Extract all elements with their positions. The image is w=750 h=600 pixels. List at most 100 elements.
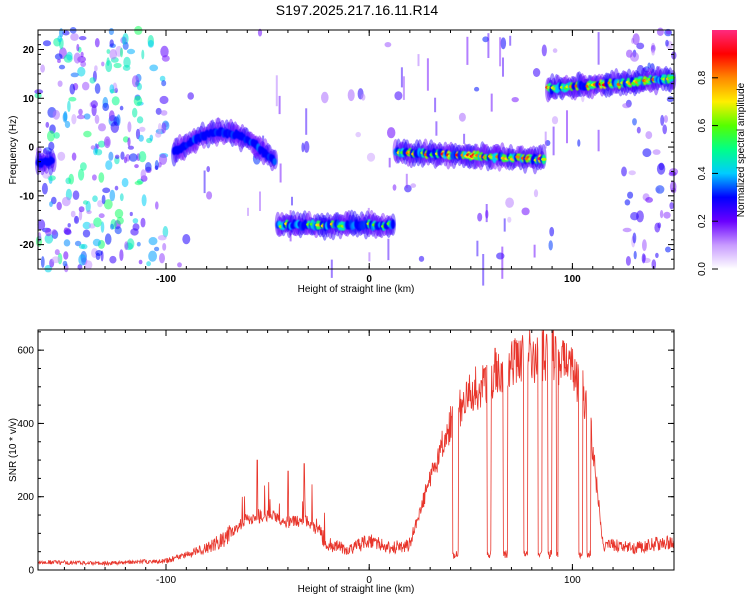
noise-blob — [134, 180, 143, 186]
noise-blob — [121, 36, 126, 45]
noise-blob — [45, 121, 50, 128]
noise-blob — [100, 221, 105, 233]
noise-blob — [42, 40, 52, 47]
noise-blob — [160, 45, 169, 58]
noise-blob — [69, 83, 76, 95]
noise-blob — [157, 123, 162, 133]
noise-blob — [67, 100, 71, 113]
spectral-track — [392, 138, 547, 175]
noise-streak — [485, 204, 488, 223]
noise-streak — [597, 32, 600, 65]
noise-blob — [507, 216, 512, 223]
noise-blob — [123, 56, 131, 68]
spectrogram-tracks — [35, 65, 677, 241]
noise-blob — [98, 213, 105, 219]
noise-blob — [83, 113, 91, 120]
noise-blob — [665, 246, 671, 253]
noise-blob — [54, 249, 60, 256]
noise-blob — [301, 142, 305, 153]
noise-blob — [660, 114, 665, 126]
noise-blob — [40, 64, 45, 73]
noise-blob — [155, 107, 162, 115]
noise-blob — [645, 131, 653, 140]
noise-blob — [53, 132, 60, 139]
noise-blob — [155, 132, 162, 138]
noise-blob — [583, 78, 588, 83]
snr-x-label: Height of straight line (km) — [298, 584, 415, 595]
noise-blob — [94, 114, 100, 125]
noise-blob — [98, 123, 106, 132]
noise-blob — [187, 92, 194, 100]
noise-blob — [64, 229, 72, 236]
noise-blob — [76, 114, 85, 120]
noise-blob — [533, 189, 539, 198]
noise-streak — [279, 163, 282, 183]
noise-blob — [82, 229, 91, 238]
y-tick-label: 400 — [17, 419, 34, 430]
noise-blob — [162, 243, 167, 251]
noise-blob — [149, 134, 154, 141]
noise-blob — [551, 116, 559, 125]
noise-blob — [154, 246, 160, 252]
noise-blob — [654, 222, 661, 233]
noise-blob — [128, 153, 138, 162]
noise-blob — [642, 148, 652, 158]
noise-blob — [97, 140, 106, 148]
noise-blob — [394, 91, 403, 101]
noise-blob — [109, 49, 117, 60]
noise-streak — [387, 238, 390, 261]
noise-blob — [90, 145, 96, 150]
noise-streak — [487, 33, 490, 58]
noise-blob — [109, 189, 116, 202]
x-tick-label: 0 — [366, 575, 372, 586]
noise-blob — [303, 141, 310, 153]
noise-blob — [355, 131, 362, 138]
x-tick-label: 0 — [366, 274, 372, 285]
noise-blob — [64, 120, 71, 129]
noise-blob — [651, 259, 657, 270]
snr-ticks: -100 0 100 0 200 400 600 — [17, 330, 675, 586]
noise-blob — [110, 223, 114, 230]
noise-blob — [104, 233, 112, 245]
noise-streak — [502, 57, 504, 77]
snr-frame — [37, 329, 675, 571]
noise-blob — [132, 107, 138, 118]
x-tick-label: 100 — [564, 575, 581, 586]
spectrogram-background — [38, 30, 674, 269]
noise-blob — [116, 114, 121, 126]
noise-blob — [95, 149, 103, 156]
noise-blob — [214, 117, 222, 125]
noise-blob — [477, 212, 483, 222]
noise-blob — [63, 111, 68, 122]
noise-blob — [636, 210, 644, 223]
noise-blob — [155, 201, 159, 210]
noise-blob — [621, 166, 627, 177]
noise-blob — [54, 53, 63, 60]
y-tick-label: -20 — [20, 240, 35, 251]
colorbar-tick-label: 0.2 — [697, 214, 708, 228]
spectrogram-frame — [37, 29, 675, 270]
noise-blob — [500, 37, 507, 50]
noise-blob — [665, 39, 669, 47]
noise-blob — [127, 145, 134, 150]
noise-blob — [57, 151, 66, 161]
noise-blob — [392, 184, 397, 191]
noise-blob — [125, 154, 131, 162]
noise-blob — [257, 28, 263, 37]
noise-blob — [133, 95, 143, 107]
noise-streak — [499, 37, 502, 67]
noise-blob — [552, 48, 558, 53]
colorbar-gradient — [712, 30, 737, 269]
noise-blob — [63, 239, 71, 247]
noise-blob — [91, 104, 97, 117]
noise-blob — [581, 94, 585, 103]
colorbar-tick-label: 0.6 — [697, 118, 708, 132]
noise-blob — [206, 166, 210, 173]
noise-blob — [106, 49, 111, 54]
noise-blob — [132, 218, 139, 224]
noise-blob — [482, 36, 489, 43]
noise-blob — [102, 187, 111, 194]
noise-blob — [73, 52, 81, 64]
noise-blob — [154, 165, 159, 170]
noise-blob — [652, 149, 661, 155]
